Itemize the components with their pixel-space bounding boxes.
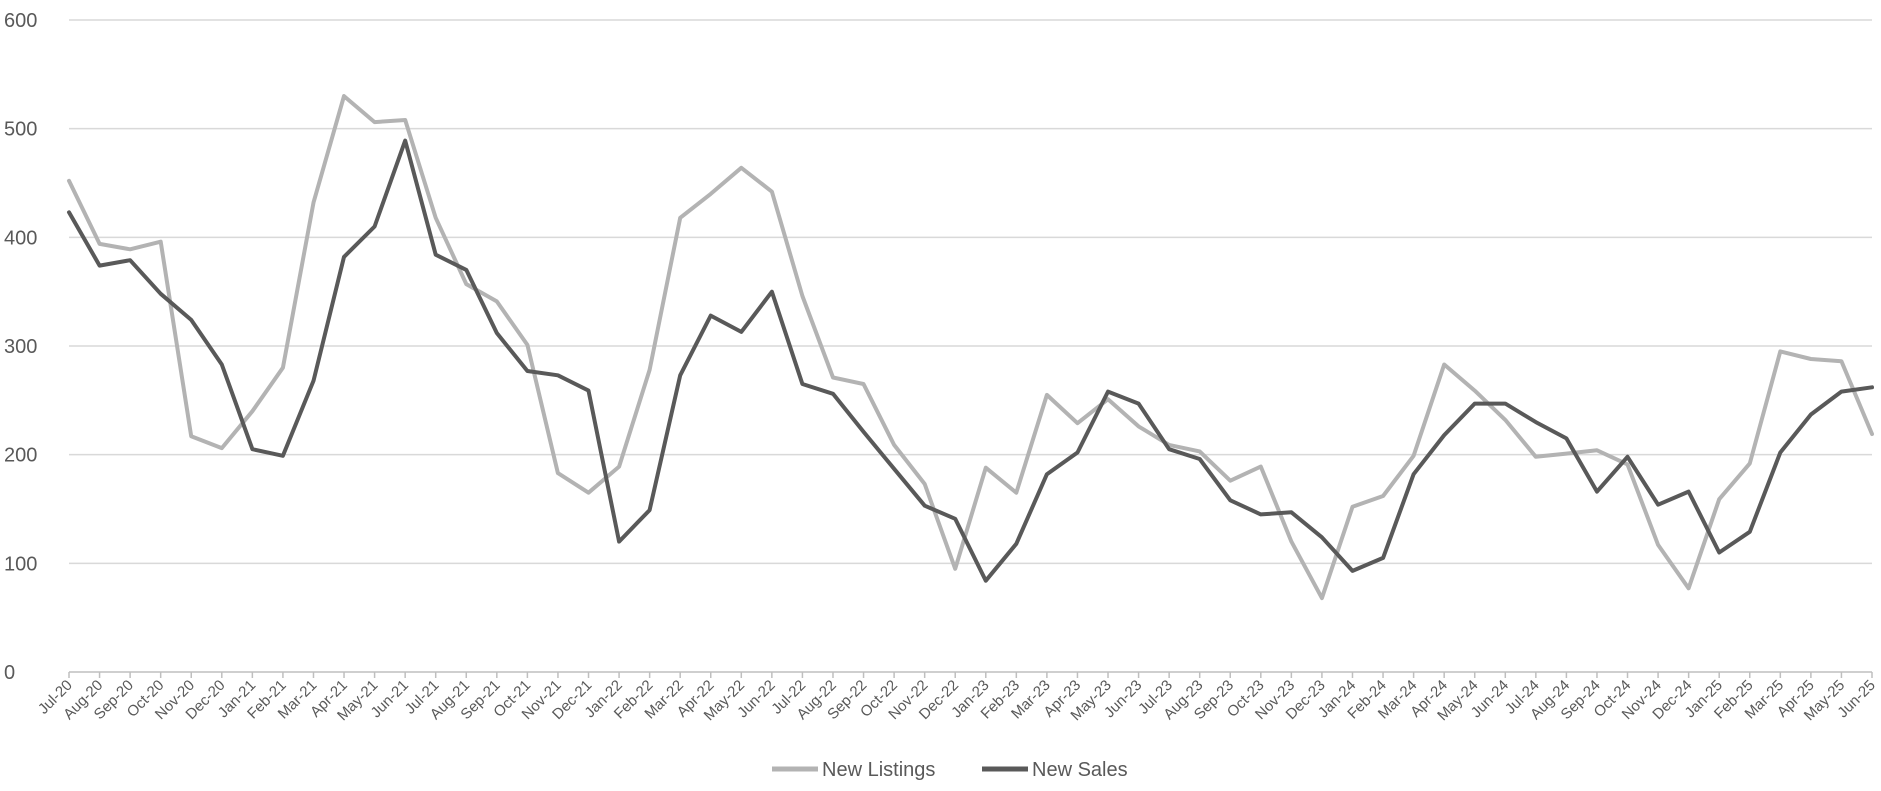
legend-label: New Listings [822, 759, 935, 781]
y-tick-label: 500 [4, 119, 37, 141]
legend: New Listings New Sales [772, 759, 1128, 781]
gridlines [69, 19, 1872, 565]
series-line-new-listings [67, 94, 1874, 601]
y-tick-label: 400 [4, 227, 37, 249]
y-axis: 0 100 200 300 400 500 600 [4, 10, 37, 684]
series-line-new-sales [67, 138, 1874, 583]
y-tick-label: 0 [4, 662, 15, 684]
legend-label: New Sales [1032, 759, 1128, 781]
x-axis: Jul-20Aug-20Sep-20Oct-20Nov-20Dec-20Jan-… [35, 671, 1879, 724]
y-tick-label: 200 [4, 445, 37, 467]
y-tick-label: 300 [4, 336, 37, 358]
series-lines [67, 94, 1874, 601]
y-tick-label: 600 [4, 10, 37, 32]
y-tick-label: 100 [4, 553, 37, 575]
